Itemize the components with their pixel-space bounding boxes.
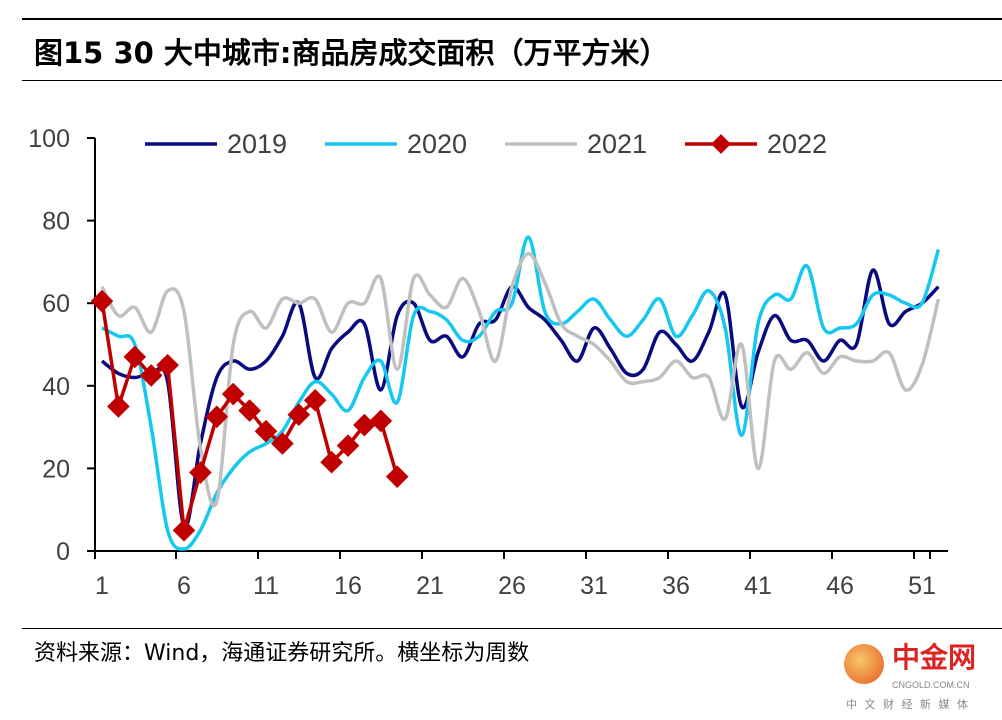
data-point-2022 [353, 413, 376, 437]
x-tick-label: 6 [177, 572, 191, 600]
data-point-2022 [172, 519, 196, 542]
x-tick-label: 21 [416, 572, 444, 600]
x-tick-label: 36 [662, 572, 690, 600]
data-point-2022 [385, 465, 409, 488]
x-tick-label: 31 [580, 572, 608, 600]
x-tick-label: 1 [95, 572, 109, 600]
data-point-2022 [90, 289, 114, 313]
x-tick-label: 26 [498, 572, 526, 600]
x-tick-label: 41 [744, 572, 772, 600]
source-note: 资料来源：Wind，海通证券研究所。横坐标为周数 [34, 641, 530, 666]
y-tick-label: 80 [42, 208, 70, 236]
watermark-logo: 中金网 CNGOLD.COM.CN 中 文 财 经 新 媒 体 [842, 642, 1000, 716]
data-point-2022 [254, 419, 278, 443]
logo-name: 中金网 [892, 641, 977, 674]
data-point-2022 [287, 403, 311, 427]
data-point-2022 [271, 432, 294, 455]
data-point-2022 [320, 450, 343, 474]
logo-tagline: 中 文 财 经 新 媒 体 [846, 698, 970, 711]
logo-icon [844, 644, 884, 684]
data-point-2022 [107, 395, 130, 418]
data-point-2022 [189, 461, 212, 484]
data-point-2022 [336, 434, 360, 457]
legend-label-2020: 2020 [407, 129, 467, 159]
bottom-rule [22, 628, 1002, 629]
top-rule [22, 18, 1002, 20]
legend-marker-2022 [711, 134, 731, 154]
legend-label-2019: 2019 [227, 129, 287, 159]
x-tick-label: 11 [253, 572, 279, 600]
x-tick-label: 46 [826, 572, 854, 600]
series-line-2021 [100, 251, 941, 508]
y-tick-label: 100 [28, 125, 70, 153]
title-rule [22, 80, 1002, 81]
legend-label-2021: 2021 [587, 129, 647, 159]
x-tick-label: 51 [908, 572, 936, 600]
data-point-2022 [369, 409, 393, 433]
logo-url: CNGOLD.COM.CN [892, 680, 970, 690]
data-point-2022 [303, 388, 327, 412]
x-tick-label: 16 [334, 572, 362, 600]
y-tick-label: 60 [42, 290, 70, 318]
y-tick-label: 40 [42, 373, 70, 401]
chart-title: 图15 30 大中城市:商品房成交面积（万平方米） [34, 36, 669, 70]
y-tick-label: 20 [42, 455, 70, 483]
legend-label-2022: 2022 [767, 129, 827, 159]
y-tick-label: 0 [56, 538, 70, 566]
